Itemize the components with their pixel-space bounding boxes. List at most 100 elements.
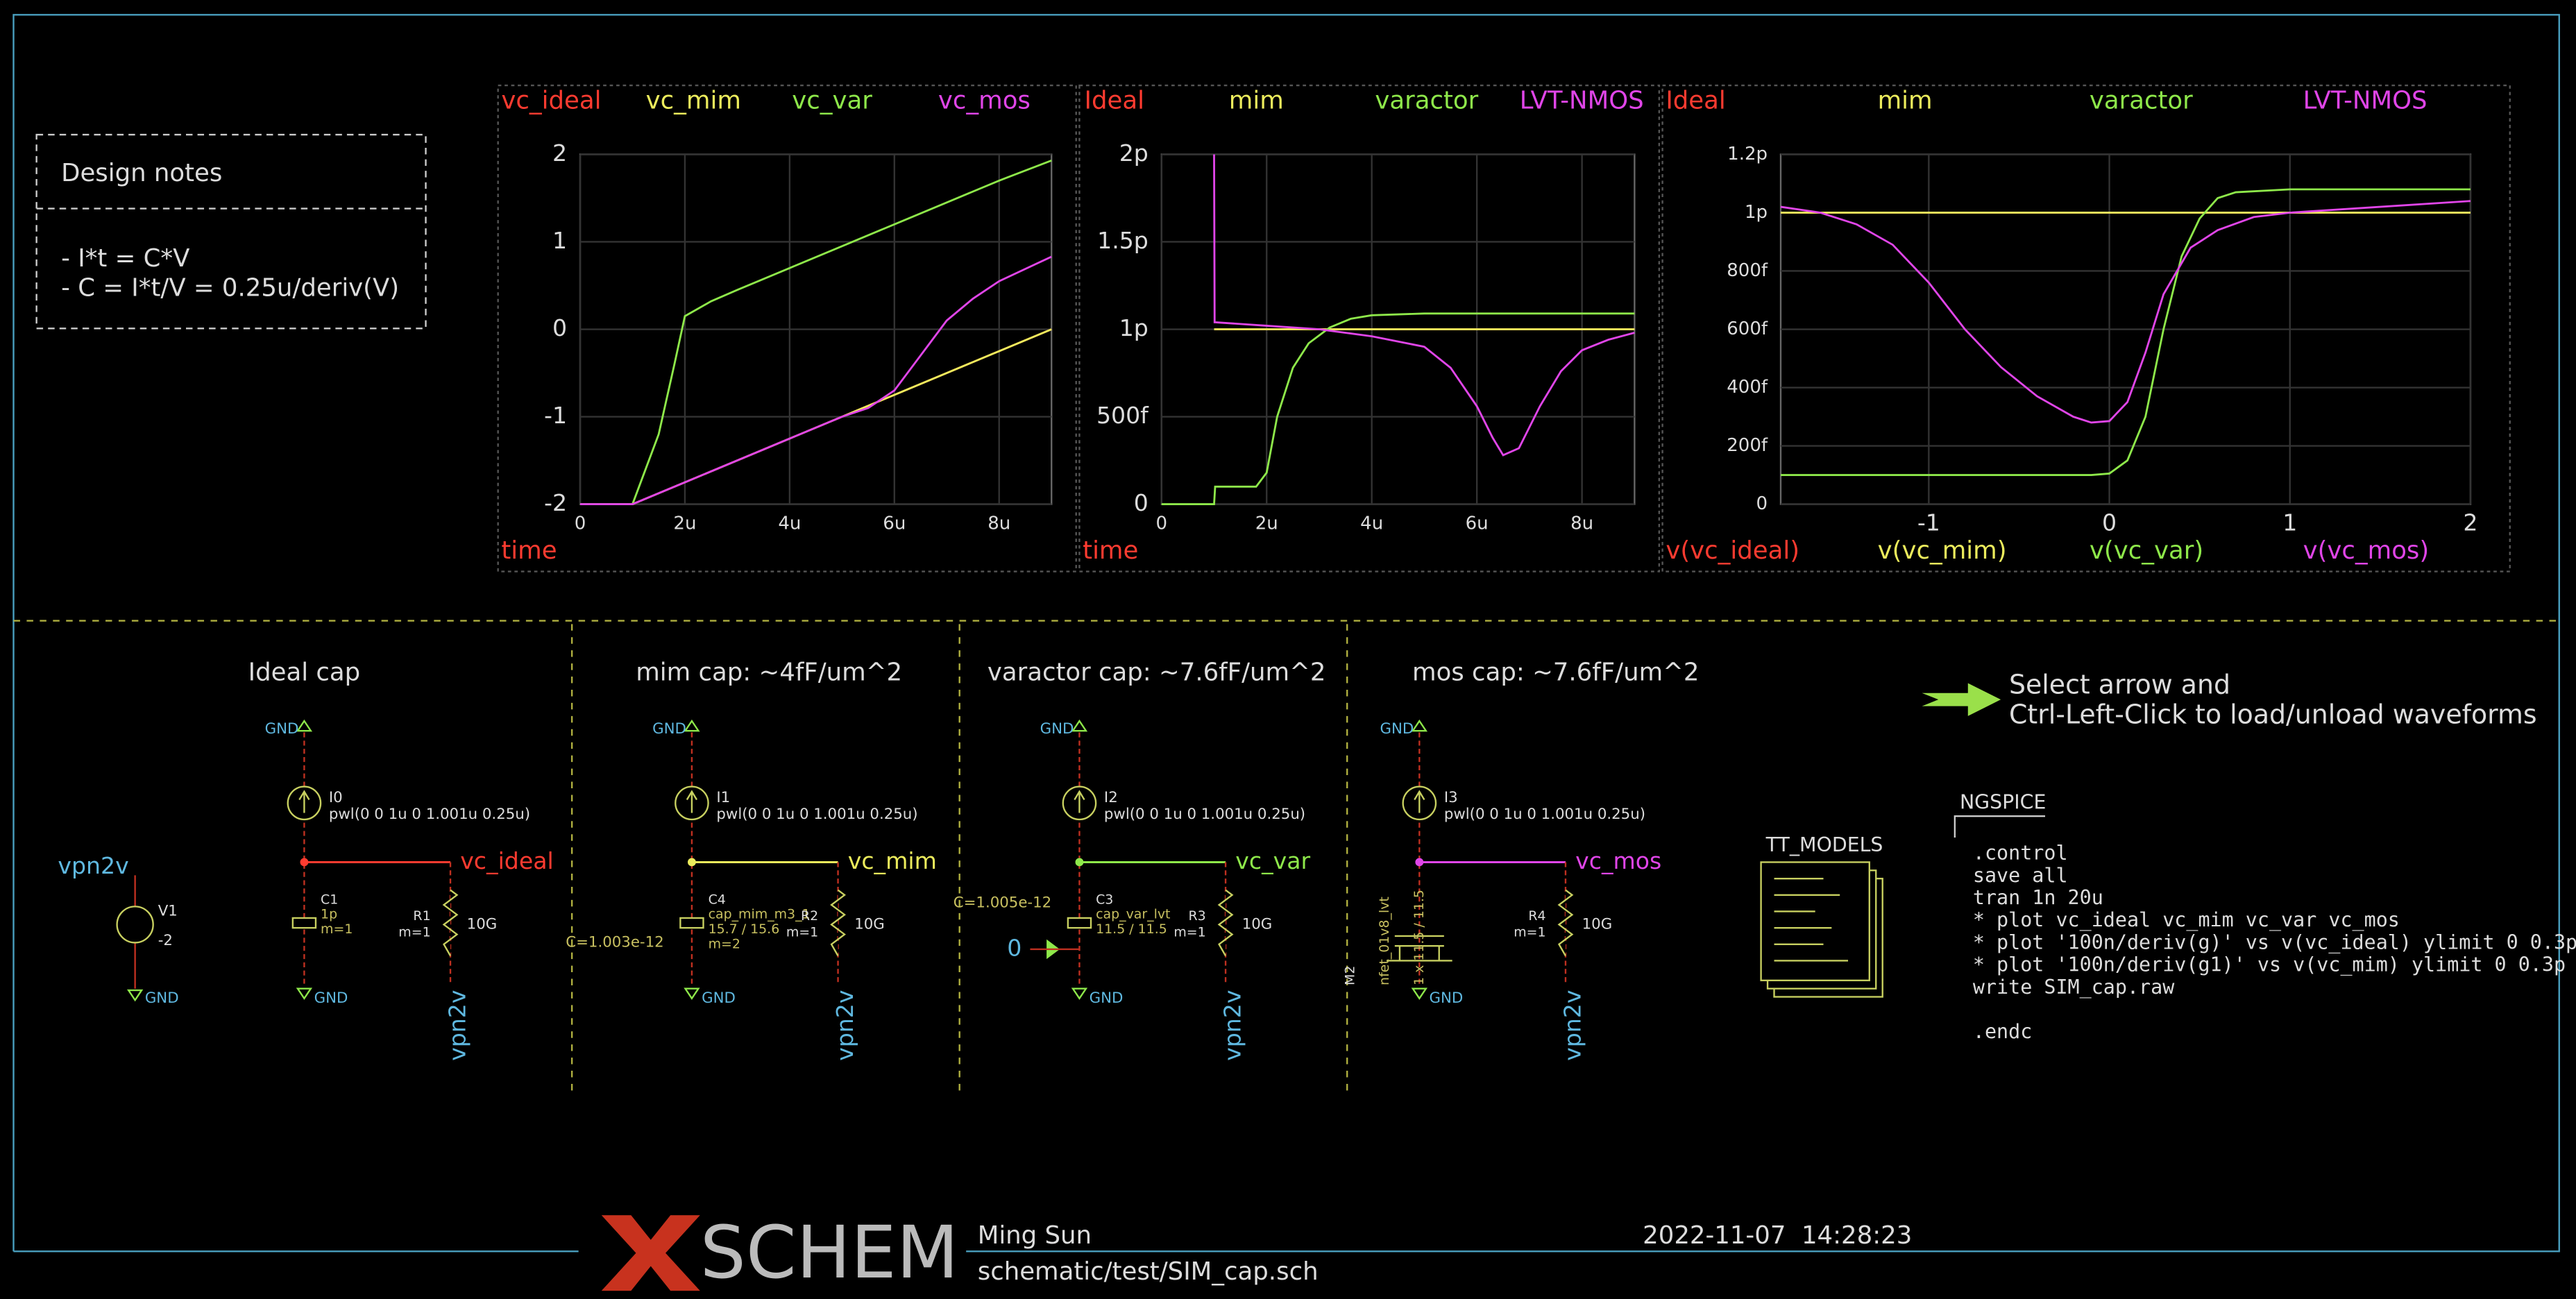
resistor [1557,889,1574,956]
legend-entry: vc_mim [646,87,741,115]
capacitor [679,917,704,929]
bias-label: 0 [1007,934,1022,961]
ground-symbol [684,719,700,732]
code-line: * plot '100n/deriv(g1)' vs v(vc_mim) yli… [1973,953,2566,977]
legend-entry: vc_ideal [501,87,601,115]
x-tick-label: 0 [2102,509,2117,536]
ground-symbol [1411,719,1428,732]
load-arrow[interactable] [1922,683,2001,716]
y-tick-label: 0 [1134,489,1149,516]
y-tick-label: 2p [1119,139,1149,167]
gnd-label: GND [314,990,348,1007]
waveform [1780,200,2471,424]
logo-text: SCHEM [700,1210,959,1295]
component-label: 1 x 11.5 / 11.5 [1412,890,1427,985]
section-title: Ideal cap [248,658,360,686]
x-axis-label: v(vc_var) [2090,536,2203,565]
x-axis-label: v(vc_mim) [1878,536,2007,565]
legend-entry: vc_var [792,87,872,115]
code-line: * plot '100n/deriv(g)' vs v(vc_ideal) yl… [1973,931,2576,954]
x-axis-label: time [501,536,557,565]
mosfet [1386,935,1452,962]
notes-title: Design notes [61,159,222,187]
component-label: m=1 [786,925,818,940]
component-value: 10G [854,915,885,933]
y-tick-label: 2 [552,139,567,167]
component-label: C1 [321,892,338,907]
component-name: I0 [329,789,343,806]
component-name: I3 [1444,789,1458,806]
component-label: 11.5 / 11.5 [1096,922,1167,937]
current-arrow [1074,790,1085,813]
y-tick-label: 800f [1727,260,1768,281]
ground-symbol [296,719,313,732]
section-title: mos cap: ~7.6fF/um^2 [1412,658,1699,686]
x-tick-label: 8u [988,513,1010,534]
gnd-label: GND [702,990,736,1007]
legend-entry: Ideal [1666,87,1725,115]
legend-entry: varactor [2090,87,2193,115]
net-label: vc_var [1235,847,1310,874]
component-value: 10G [467,915,498,933]
y-tick-label: 1p [1119,314,1149,341]
gnd-label: GND [1430,990,1464,1007]
net-label: vpn2v [1219,990,1246,1061]
ground-symbol [1071,987,1088,1001]
ngspice-title: NGSPICE [1960,790,2046,813]
plot-frame [1078,84,1661,572]
y-tick-label: 1p [1745,202,1768,223]
waveform [1161,312,1635,505]
hint-text: Select arrow and [2009,670,2230,700]
y-tick-label: 400f [1727,377,1768,398]
waveform [579,159,1052,505]
component-label: 15.7 / 15.6 [709,922,780,937]
current-arrow [686,790,698,813]
legend-entry: vc_mos [938,87,1031,115]
gnd-label: GND [652,720,686,738]
code-line: save all [1973,864,2068,887]
net-label: vpn2v [1559,990,1586,1061]
component-label: m=1 [398,925,430,940]
x-tick-label: 6u [1466,513,1489,534]
y-tick-label: 600f [1727,319,1768,339]
net-label: vpn2v [58,852,128,879]
y-tick-label: 1.5p [1097,227,1149,254]
y-tick-label: 0 [1756,493,1768,514]
gnd-label: GND [265,720,299,738]
ground-symbol [296,987,313,1001]
ground-symbol [684,987,700,1001]
hint-text: Ctrl-Left-Click to load/unload waveforms [2009,699,2537,729]
component-value: 10G [1242,915,1273,933]
current-arrow [298,790,310,813]
component-label: nfet_01v8_lvt [1377,897,1392,985]
component-label: C=1.005e-12 [954,894,1051,912]
legend-entry: mim [1229,87,1284,115]
notes-line: - C = I*t/V = 0.25u/deriv(V) [61,274,399,303]
models-label: TT_MODELS [1765,833,1883,856]
models-icon[interactable] [1760,861,1883,998]
gnd-label: GND [1090,990,1124,1007]
junction [687,858,696,867]
x-axis-label: time [1083,536,1138,565]
component-name: R1 [413,908,430,924]
x-tick-label: 4u [778,513,801,534]
junction [300,858,309,867]
voltage-source [116,906,154,944]
ngspice-bracket [1954,815,2046,838]
author: Ming Sun [978,1221,1092,1250]
component-label: m=1 [1173,925,1205,940]
component-value: pwl(0 0 1u 0 1.001u 0.25u) [1444,806,1645,823]
x-tick-label: 0 [575,513,586,534]
capacitor [291,917,317,929]
component-name: I1 [716,789,730,806]
net-label: vpn2v [831,990,858,1061]
x-tick-label: 2 [2463,509,2477,536]
code-line: * plot vc_ideal vc_mim vc_var vc_mos [1973,908,2400,932]
waveform [579,255,1052,505]
sheet-border [12,14,2560,1253]
component-label: C4 [709,892,726,907]
notes-line: - I*t = C*V [61,244,189,273]
component-value: pwl(0 0 1u 0 1.001u 0.25u) [1104,806,1305,823]
legend-entry: LVT-NMOS [2303,87,2427,115]
